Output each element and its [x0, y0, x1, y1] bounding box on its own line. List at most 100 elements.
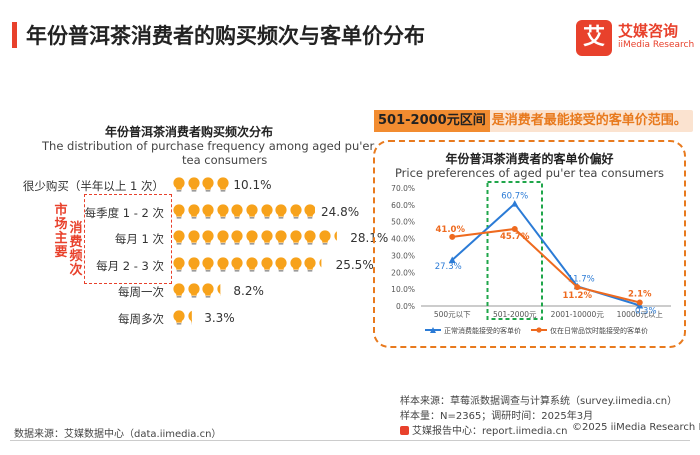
logo-mark-icon: 艾: [576, 20, 612, 56]
lightbulb-icon: [290, 230, 302, 245]
row-value-6: 3.3%: [204, 310, 235, 325]
data-label: 27.3%: [435, 262, 462, 272]
data-label: 41.0%: [436, 225, 466, 235]
lightbulb-icon: [217, 230, 229, 245]
right-chart-title: 年份普洱茶消费者的客单价偏好: [445, 152, 614, 166]
lightbulb-icon: [173, 283, 185, 298]
series-1-point: [511, 200, 519, 207]
row-value-3: 28.1%: [350, 231, 389, 245]
lightbulb-icon: [217, 177, 229, 192]
lightbulb-icon: [173, 256, 185, 272]
lightbulb-icon: [275, 256, 287, 272]
lightbulb-icon: [202, 177, 214, 192]
y-tick-label: 0.0%: [396, 302, 415, 311]
series-line-2: [452, 227, 640, 304]
data-label: 60.7%: [501, 192, 528, 202]
lightbulb-icon: [290, 256, 302, 272]
lightbulb-icon: [246, 203, 258, 219]
title-accent-bar: [12, 22, 17, 48]
series-line-1: [451, 202, 641, 307]
lightbulb-icon: [290, 203, 302, 219]
copyright: ©2025 iiMedia Research Inc: [572, 422, 700, 433]
lightbulb-icon: [231, 203, 243, 219]
market-label-col2: 消费频次: [69, 221, 83, 278]
page-title: 年份普洱茶消费者的购买频次与客单价分布: [26, 24, 425, 48]
data-label: 2.1%: [628, 289, 652, 299]
highlight-box: [486, 181, 543, 320]
lightbulb-icon: [246, 230, 258, 245]
x-tick-label: 2001-10000元: [551, 310, 605, 319]
data-label: 11.2%: [563, 291, 593, 301]
lightbulb-icon: [231, 256, 243, 272]
lightbulb-icon: [231, 230, 243, 245]
x-tick-label: 500元以下: [434, 310, 471, 319]
lightbulb-icon: [202, 283, 214, 298]
y-tick-label: 20.0%: [391, 268, 415, 277]
legend-label-1: 正常消费能接受的客单价: [444, 326, 521, 335]
left-chart-title: 年份普洱茶消费者购买频次分布: [105, 125, 274, 139]
lightbulb-icon: [260, 203, 273, 219]
y-tick-label: 70.0%: [391, 184, 415, 193]
row-value-2: 24.8%: [321, 204, 360, 219]
lightbulb-icon: [173, 203, 185, 219]
lightbulb-icon: [304, 256, 316, 272]
price-line-chart: 0.0% 10.0% 20.0% 30.0% 40.0% 50.0% 60.0% 70.0% 5…: [391, 181, 671, 335]
report-center-icon: [400, 426, 409, 435]
lightbulb-icon: [173, 177, 185, 192]
x-tick-label: 10000元以上: [617, 310, 664, 319]
series-2-point: [574, 284, 581, 291]
lightbulb-icon: [173, 309, 185, 325]
y-tick-label: 60.0%: [391, 201, 415, 210]
lightbulb-icon: [260, 256, 273, 272]
data-label: 0.3%: [635, 306, 657, 316]
lightbulb-icon: [187, 256, 200, 272]
logo-chinese-name: 艾媒咨询: [618, 22, 679, 40]
row-value-4: 25.5%: [335, 257, 374, 272]
legend-marker-2: [536, 327, 542, 333]
lightbulb-icon: [304, 203, 316, 219]
lightbulb-icon: [187, 310, 192, 324]
series-1-point: [448, 256, 456, 263]
banner-range: 501-2000元区间: [374, 110, 490, 132]
lightbulb-icon: [217, 256, 229, 272]
market-label-col1: 市场主要: [54, 203, 68, 260]
main-market-highlight-box: [84, 194, 172, 284]
bottom-divider: [10, 440, 690, 441]
data-label: 11.7%: [568, 274, 595, 284]
series-2-point: [511, 225, 518, 232]
left-chart-subtitle-2: tea consumers: [182, 153, 268, 167]
x-tick-label: 501-2000元: [493, 310, 537, 319]
series-2-point: [449, 233, 456, 240]
y-tick-label: 50.0%: [391, 218, 415, 227]
lightbulb-icon: [217, 284, 221, 296]
lightbulb-icon: [319, 230, 331, 245]
row-label-1: 很少购买（半年以上 1 次）: [22, 179, 164, 193]
series-2-point: [636, 299, 643, 306]
logo-english-name: iiMedia Research: [618, 40, 695, 50]
sample-size: 样本量：N=2365；调研时间：2025年3月: [400, 411, 594, 422]
lightbulb-icon: [187, 283, 200, 298]
lightbulb-icon: [275, 230, 287, 245]
lightbulb-icon: [187, 177, 200, 192]
lightbulb-icon: [260, 230, 273, 245]
report-center-text: 艾媒报告中心：report.iimedia.cn: [412, 426, 568, 437]
lightbulb-icon: [187, 203, 200, 219]
row-value-5: 8.2%: [233, 284, 264, 298]
left-chart-subtitle-1: The distribution of purchase frequency a…: [42, 139, 375, 153]
report-center: 艾媒报告中心：report.iimedia.cn: [400, 422, 567, 437]
lightbulb-icon: [319, 258, 322, 267]
lightbulb-icon: [217, 203, 229, 219]
data-label: 45.7%: [500, 232, 530, 242]
row-label-4: 每月 2 - 3 次: [96, 258, 164, 273]
banner-text: 是消费者最能接受的客单价范围。: [491, 113, 687, 128]
row-label-2: 每季度 1 - 2 次: [84, 205, 164, 220]
row-label-6: 每周多次: [118, 311, 164, 326]
legend-marker-1: [430, 327, 436, 333]
lightbulb-icon: [304, 230, 316, 245]
legend-label-2: 仅在日常品饮时能接受的客单价: [550, 326, 648, 335]
lightbulb-icon: [275, 203, 287, 219]
data-source: 数据来源：艾媒数据中心（data.iimedia.cn）: [14, 429, 222, 440]
lightbulb-icon: [246, 256, 258, 272]
y-tick-label: 40.0%: [391, 235, 415, 244]
key-finding-banner: 501-2000元区间 是消费者最能接受的客单价范围。: [374, 110, 693, 132]
